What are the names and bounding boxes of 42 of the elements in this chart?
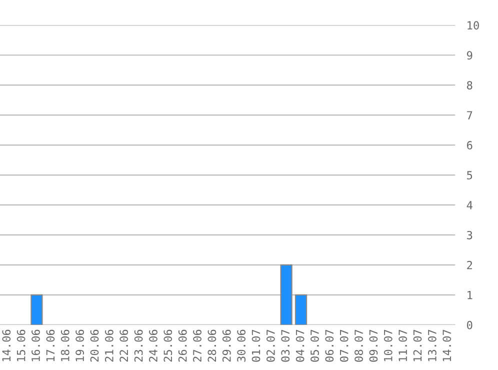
x-tick-label: 26.06 [178,330,187,362]
x-tick-label: 23.06 [134,330,143,362]
x-tick-label: 18.06 [60,330,70,362]
x-tick-label: 14.06 [2,330,11,362]
y-tick-label: 8 [466,81,472,90]
x-tick-label: 04.07 [296,330,304,362]
y-tick-label: 4 [466,201,472,210]
y-tick-label: 5 [467,171,472,180]
x-tick-label: 15.06 [16,330,26,362]
x-tick-label: 25.06 [164,330,172,362]
x-tick-label: 28.06 [208,330,216,362]
x-tick-label: 19.06 [76,330,84,362]
x-tick-label: 22.06 [120,330,128,362]
x-tick-label: 27.06 [193,330,202,362]
y-tick-label: 2 [467,260,472,270]
x-tick-label: 06.07 [325,330,334,362]
x-tick-label: 14.07 [442,330,452,362]
x-tick-label: 21.06 [104,330,114,362]
x-tick-label: 03.07 [281,330,290,362]
x-tick-label: 16.06 [32,330,40,362]
y-tick-label: 7 [467,111,472,120]
y-tick-label: 3 [467,230,472,240]
y-tick-label: 10 [468,21,479,30]
y-tick-label: 9 [466,51,472,60]
y-tick-label: 6 [467,141,472,150]
x-tick-label: 02.07 [266,330,275,362]
x-tick-label: 12.07 [413,330,422,362]
x-tick-label: 24.06 [149,330,158,362]
y-tick-label: 0 [467,320,472,330]
x-tick-label: 01.07 [252,330,260,362]
x-tick-label: 20.06 [90,330,99,362]
x-tick-label: 09.07 [369,330,378,362]
x-tick-label: 30.06 [237,330,246,362]
x-tick-label: 05.07 [310,330,319,362]
x-tick-label: 07.07 [340,330,348,362]
x-tick-label: 11.07 [398,330,408,362]
x-tick-label: 13.07 [428,330,436,362]
x-tick-label: 17.06 [46,330,55,362]
y-tick-label: 1 [468,291,472,300]
x-tick-label: 29.06 [222,330,231,362]
x-tick-label: 10.07 [384,330,392,362]
x-tick-label: 08.07 [354,330,363,362]
